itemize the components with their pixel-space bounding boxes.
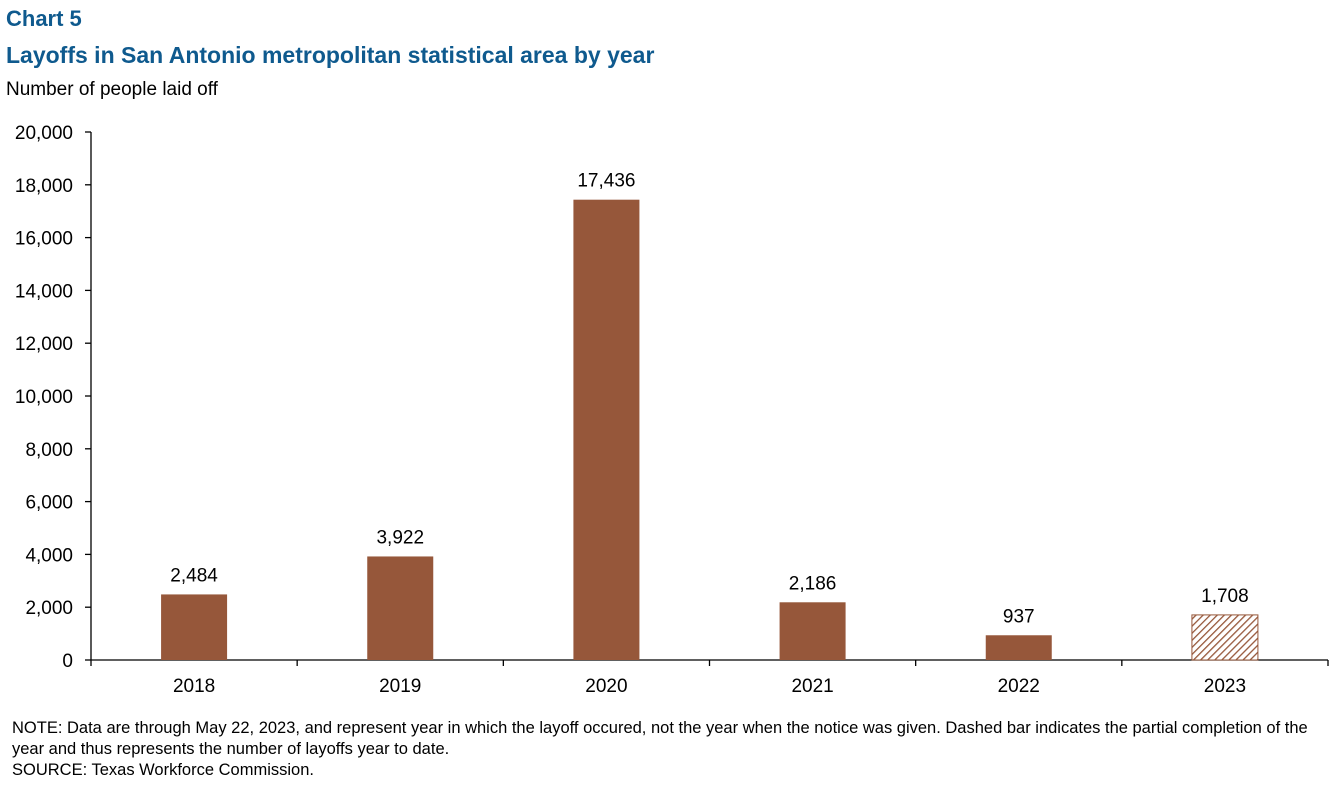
source-text: SOURCE: Texas Workforce Commission. [12,761,314,779]
y-axis: 0 2,000 4,000 6,000 8,000 10,000 12,000 14,000 1… [15,123,92,672]
y-tick-label: 10,000 [15,387,73,408]
y-tick-label: 18,000 [15,176,73,197]
x-tick-label-2023: 2023 [1204,676,1246,697]
y-tick-label: 6,000 [25,493,73,514]
data-label-2018: 2,484 [170,565,218,586]
data-label-2020: 17,436 [577,171,635,192]
chart-title: Layoffs in San Antonio metropolitan stat… [6,42,655,68]
y-tick-label: 8,000 [25,440,73,461]
y-tick-label: 4,000 [25,545,73,566]
bar-2018 [161,594,228,660]
y-tick-label: 2,000 [25,598,73,619]
x-tick-label-2020: 2020 [585,676,627,697]
y-tick-label: 0 [62,651,73,672]
y-tick-label: 20,000 [15,123,73,144]
bar-2023 [1191,614,1259,661]
bar-2019 [367,556,434,660]
bar-2020 [573,199,640,660]
y-tick-label: 14,000 [15,281,73,302]
y-axis-unit-label: Number of people laid off [6,79,218,100]
data-label-2022: 937 [1003,606,1035,627]
x-tick-label-2021: 2021 [791,676,833,697]
x-tick-label-2018: 2018 [173,676,215,697]
x-tick-label-2019: 2019 [379,676,421,697]
chart-label: Chart 5 [6,6,82,31]
x-tick-label-2022: 2022 [998,676,1040,697]
bar-2022 [985,635,1052,660]
data-label-2023: 1,708 [1201,586,1249,607]
y-tick-label: 12,000 [15,334,73,355]
x-axis: 2018 2019 2020 2021 2022 2023 [90,659,1329,697]
bar-chart: 0 2,000 4,000 6,000 8,000 10,000 12,000 14,000 1… [15,123,1329,697]
bars: 2,484 3,922 17,436 2,186 937 1,708 [161,171,1259,661]
note-text: NOTE: Data are through May 22, 2023, and… [12,719,1308,758]
bar-2021 [779,602,846,660]
y-tick-label: 16,000 [15,229,73,250]
data-label-2021: 2,186 [789,573,837,594]
data-label-2019: 3,922 [376,527,424,548]
chart-notes: NOTE: Data are through May 22, 2023, and… [12,718,1332,781]
